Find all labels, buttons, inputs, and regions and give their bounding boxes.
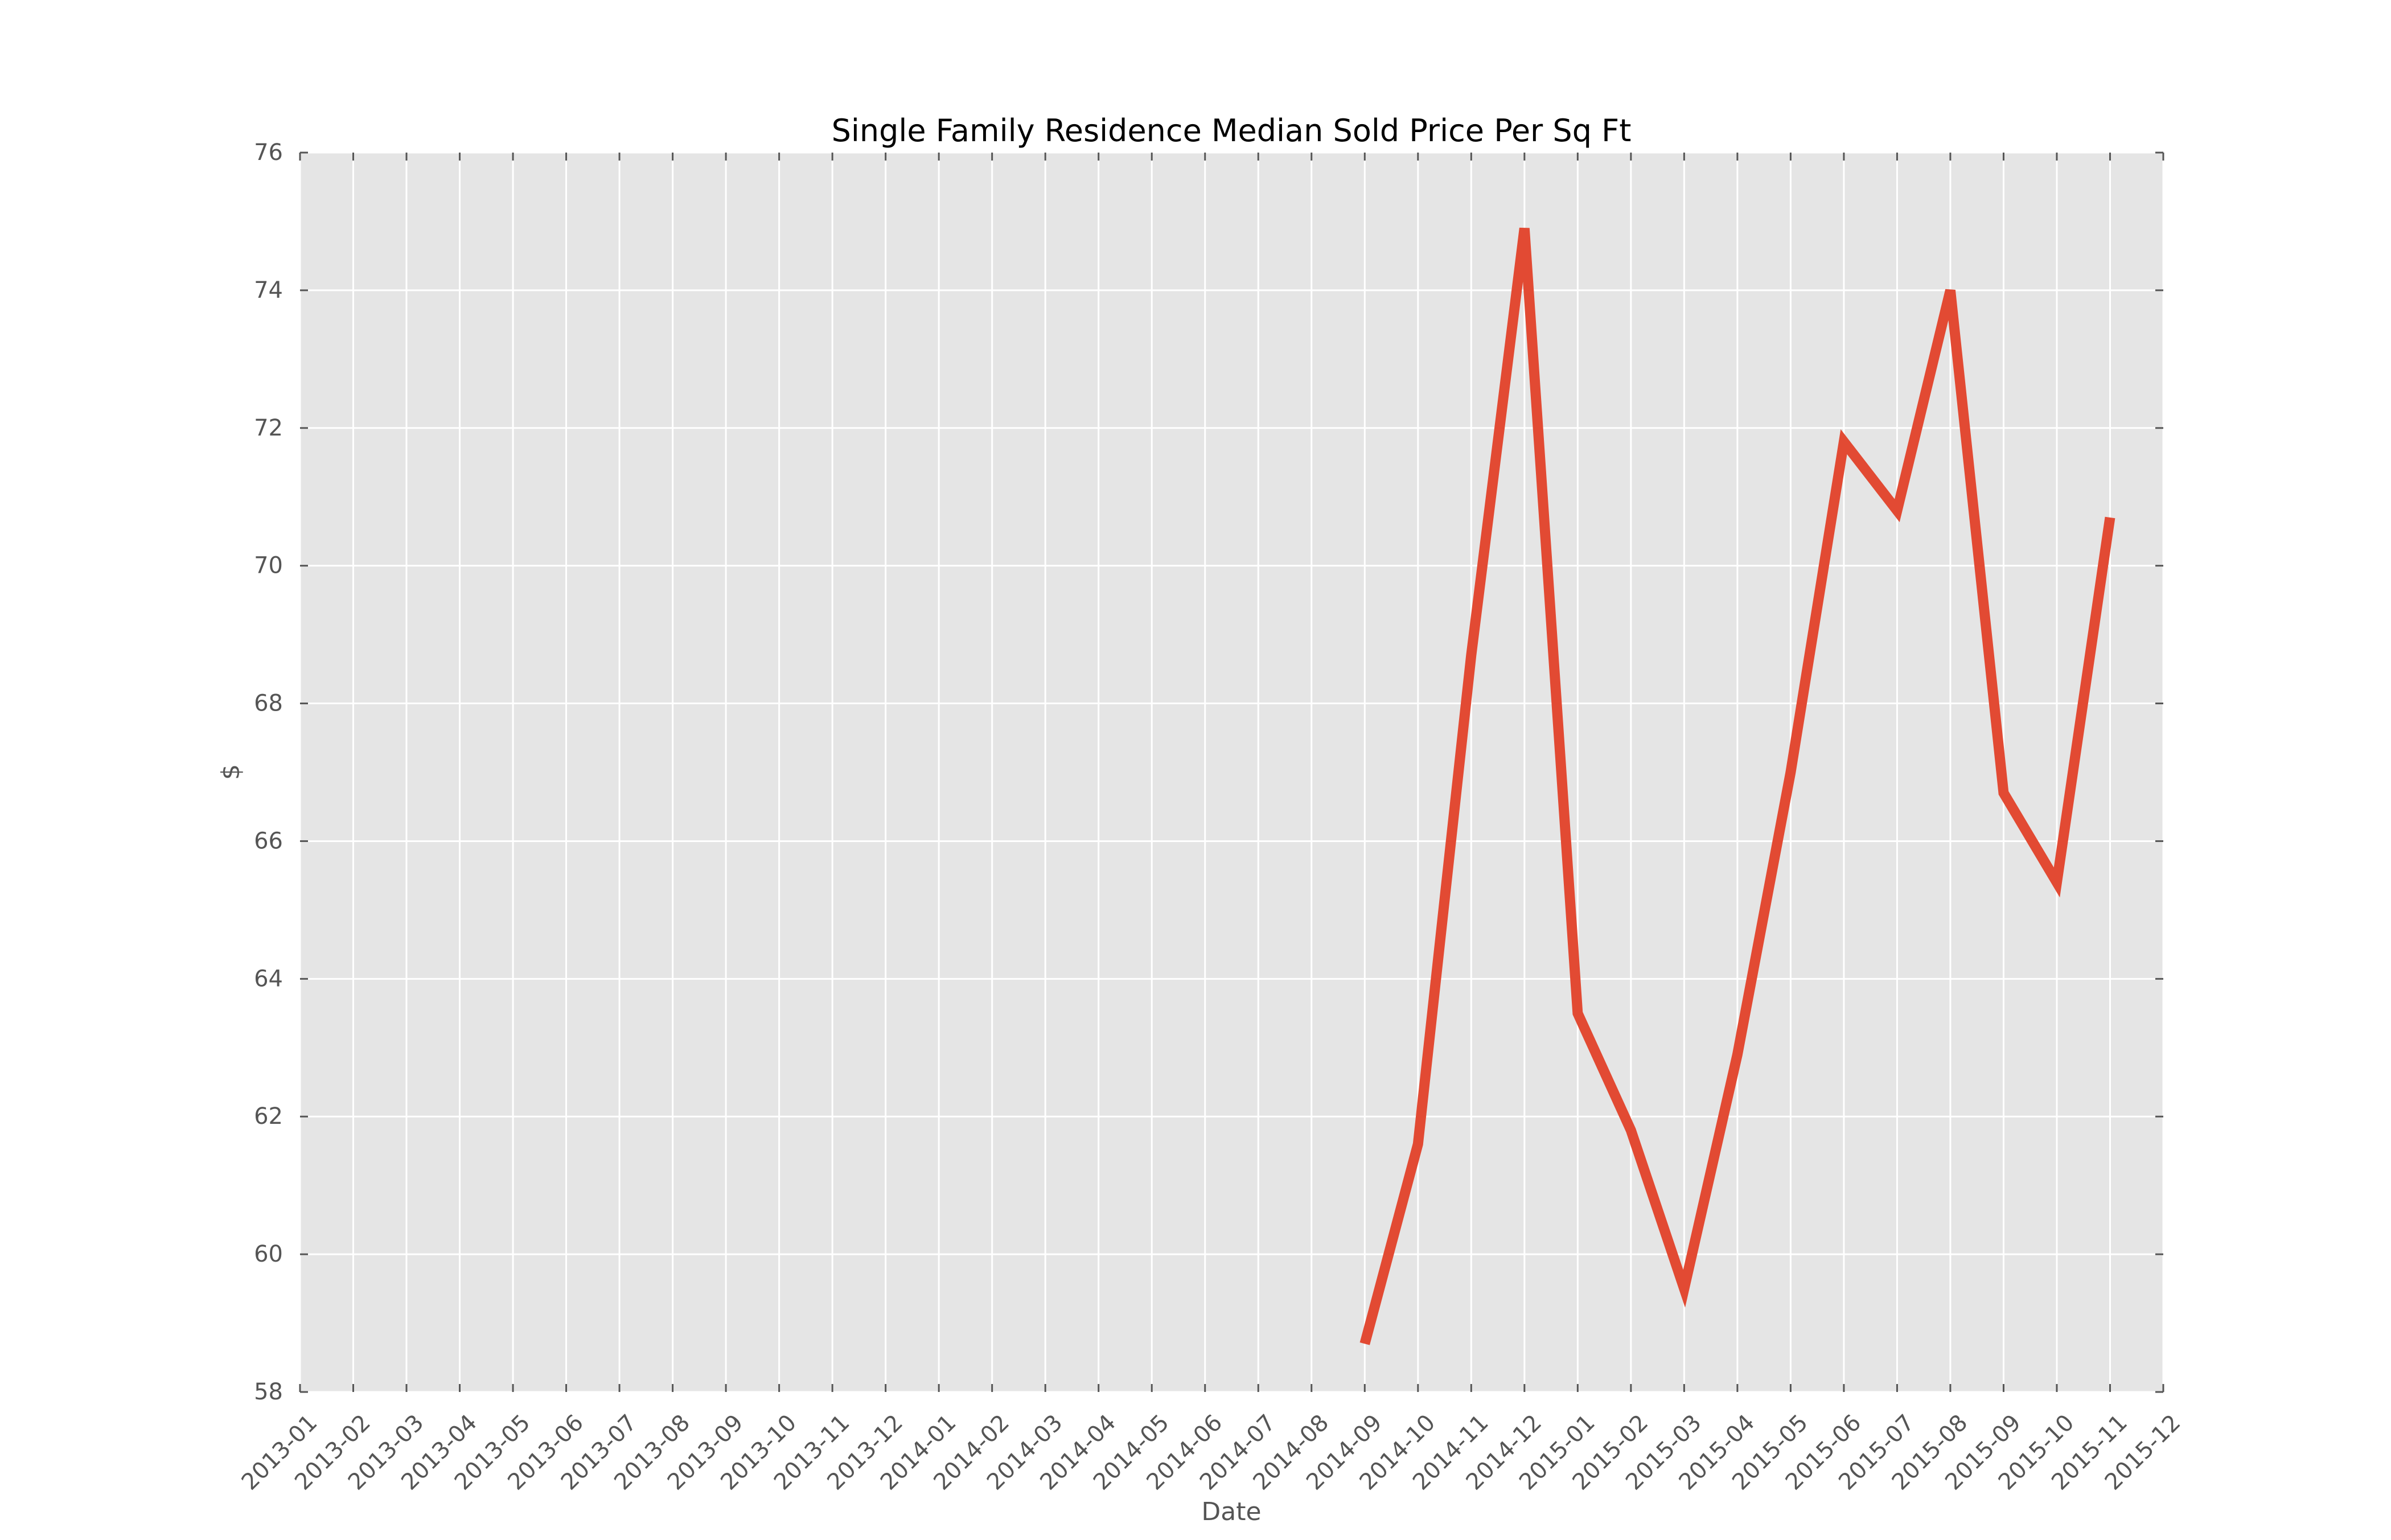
data-point — [1737, 1054, 1738, 1055]
plot-area — [300, 153, 2163, 1392]
data-point — [1630, 1130, 1632, 1131]
series-layer — [1359, 227, 2115, 1345]
data-point — [1843, 441, 1844, 442]
data-point — [1470, 655, 1472, 656]
data-point — [1896, 510, 1897, 511]
data-point — [1683, 1288, 1685, 1290]
y-tick-label: 58 — [254, 1379, 283, 1405]
y-tick-label: 72 — [254, 415, 283, 441]
y-axis-label: $ — [216, 764, 245, 780]
data-point — [1950, 290, 1951, 291]
y-tick-label: 64 — [254, 966, 283, 992]
y-tick-label: 74 — [254, 277, 283, 303]
y-tick-label: 76 — [254, 139, 283, 166]
data-point — [2109, 517, 2110, 518]
chart-title: Single Family Residence Median Sold Pric… — [832, 113, 1632, 149]
y-tick-label: 68 — [254, 691, 283, 717]
data-point — [1790, 772, 1791, 773]
y-tick-label: 66 — [254, 828, 283, 854]
data-point — [1364, 1343, 1365, 1344]
data-point — [1577, 1013, 1578, 1014]
data-point — [1524, 228, 1525, 229]
y-tick-label: 60 — [254, 1241, 283, 1267]
y-tick-label: 70 — [254, 553, 283, 579]
grid — [299, 151, 2164, 1393]
data-point — [2003, 792, 2004, 794]
y-tick-label: 62 — [254, 1103, 283, 1130]
data-point — [1418, 1144, 1419, 1145]
data-point — [2056, 882, 2057, 883]
series-line — [1359, 227, 2115, 1345]
x-axis-label: Date — [1201, 1497, 1261, 1526]
